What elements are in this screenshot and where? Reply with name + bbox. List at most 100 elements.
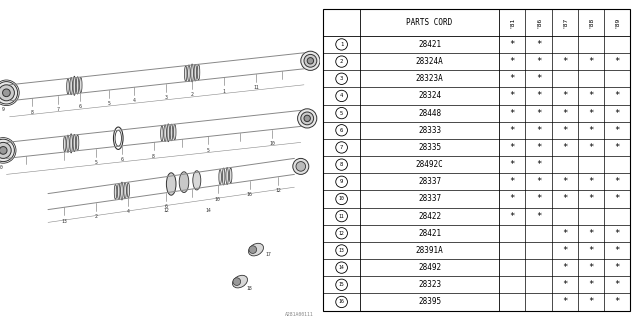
Text: 11: 11 [339, 214, 344, 219]
Text: 10: 10 [339, 196, 344, 202]
Ellipse shape [184, 66, 187, 81]
Ellipse shape [73, 134, 76, 152]
Text: 28324: 28324 [418, 92, 441, 100]
Circle shape [3, 89, 10, 97]
Ellipse shape [194, 64, 196, 81]
Text: *: * [536, 177, 541, 186]
Text: *: * [588, 92, 594, 100]
Text: 11: 11 [253, 85, 259, 90]
Ellipse shape [127, 183, 129, 197]
Ellipse shape [197, 65, 200, 80]
Text: 10: 10 [0, 165, 3, 170]
Text: *: * [588, 246, 594, 255]
Text: *: * [509, 40, 515, 49]
Text: 16: 16 [339, 300, 344, 304]
Text: *: * [588, 57, 594, 66]
Ellipse shape [191, 64, 193, 82]
Text: *: * [536, 160, 541, 169]
Ellipse shape [67, 79, 69, 94]
Text: 6: 6 [340, 128, 343, 133]
Text: *: * [588, 298, 594, 307]
Text: 6: 6 [79, 104, 81, 109]
Text: 13: 13 [339, 248, 344, 253]
Circle shape [233, 278, 241, 285]
Text: *: * [509, 74, 515, 83]
Circle shape [293, 158, 309, 174]
Ellipse shape [248, 243, 264, 256]
Text: 4: 4 [340, 93, 343, 99]
Text: 7: 7 [340, 145, 343, 150]
Text: 2: 2 [191, 92, 193, 97]
Text: '89: '89 [615, 17, 620, 28]
Text: 12: 12 [164, 208, 169, 213]
Ellipse shape [76, 135, 79, 150]
Text: 16: 16 [247, 192, 252, 197]
Text: *: * [536, 108, 541, 118]
Text: 1: 1 [223, 89, 225, 94]
Text: 12: 12 [339, 231, 344, 236]
Text: *: * [562, 246, 568, 255]
Ellipse shape [161, 126, 163, 141]
Text: *: * [562, 280, 568, 289]
Ellipse shape [232, 275, 248, 288]
Text: *: * [614, 246, 620, 255]
Text: 5: 5 [207, 148, 209, 153]
Text: *: * [509, 57, 515, 66]
Text: 28337: 28337 [418, 195, 441, 204]
Text: 4: 4 [133, 99, 136, 103]
Text: *: * [588, 280, 594, 289]
Circle shape [296, 162, 306, 171]
Text: 28335: 28335 [418, 143, 441, 152]
Text: 14: 14 [205, 208, 211, 213]
Text: '86: '86 [536, 17, 541, 28]
Text: *: * [614, 298, 620, 307]
Text: 9: 9 [340, 179, 343, 184]
Text: 2: 2 [95, 214, 97, 219]
Text: *: * [562, 263, 568, 272]
Ellipse shape [120, 182, 123, 200]
Text: *: * [614, 92, 620, 100]
Text: *: * [509, 212, 515, 220]
Ellipse shape [63, 136, 66, 152]
Text: *: * [614, 57, 620, 66]
Text: *: * [614, 195, 620, 204]
Circle shape [249, 246, 257, 253]
Text: *: * [536, 40, 541, 49]
Text: 5: 5 [95, 160, 97, 165]
Text: *: * [614, 280, 620, 289]
Text: 28323: 28323 [418, 280, 441, 289]
Text: *: * [614, 177, 620, 186]
Text: *: * [536, 212, 541, 220]
Ellipse shape [222, 168, 225, 185]
Text: 6: 6 [165, 204, 168, 209]
Text: 3: 3 [340, 76, 343, 81]
Text: 28421: 28421 [418, 40, 441, 49]
Circle shape [307, 58, 314, 64]
Text: 28422: 28422 [418, 212, 441, 220]
Text: *: * [614, 229, 620, 238]
Text: 13: 13 [61, 219, 67, 223]
Text: 28324A: 28324A [416, 57, 444, 66]
Text: 3: 3 [165, 95, 168, 100]
Circle shape [301, 112, 314, 125]
Text: *: * [509, 143, 515, 152]
Circle shape [304, 115, 310, 122]
Text: '87: '87 [563, 17, 567, 28]
Ellipse shape [76, 77, 79, 94]
Circle shape [0, 82, 18, 104]
Ellipse shape [188, 65, 190, 82]
Circle shape [304, 54, 317, 67]
Text: *: * [614, 263, 620, 272]
Text: *: * [509, 108, 515, 118]
Ellipse shape [70, 77, 72, 95]
Ellipse shape [226, 168, 228, 185]
Text: *: * [562, 229, 568, 238]
Text: 28395: 28395 [418, 298, 441, 307]
Text: 28391A: 28391A [416, 246, 444, 255]
Text: 14: 14 [339, 265, 344, 270]
Text: *: * [509, 126, 515, 135]
Ellipse shape [193, 171, 201, 190]
Text: *: * [588, 263, 594, 272]
Ellipse shape [166, 173, 176, 195]
Text: *: * [588, 143, 594, 152]
